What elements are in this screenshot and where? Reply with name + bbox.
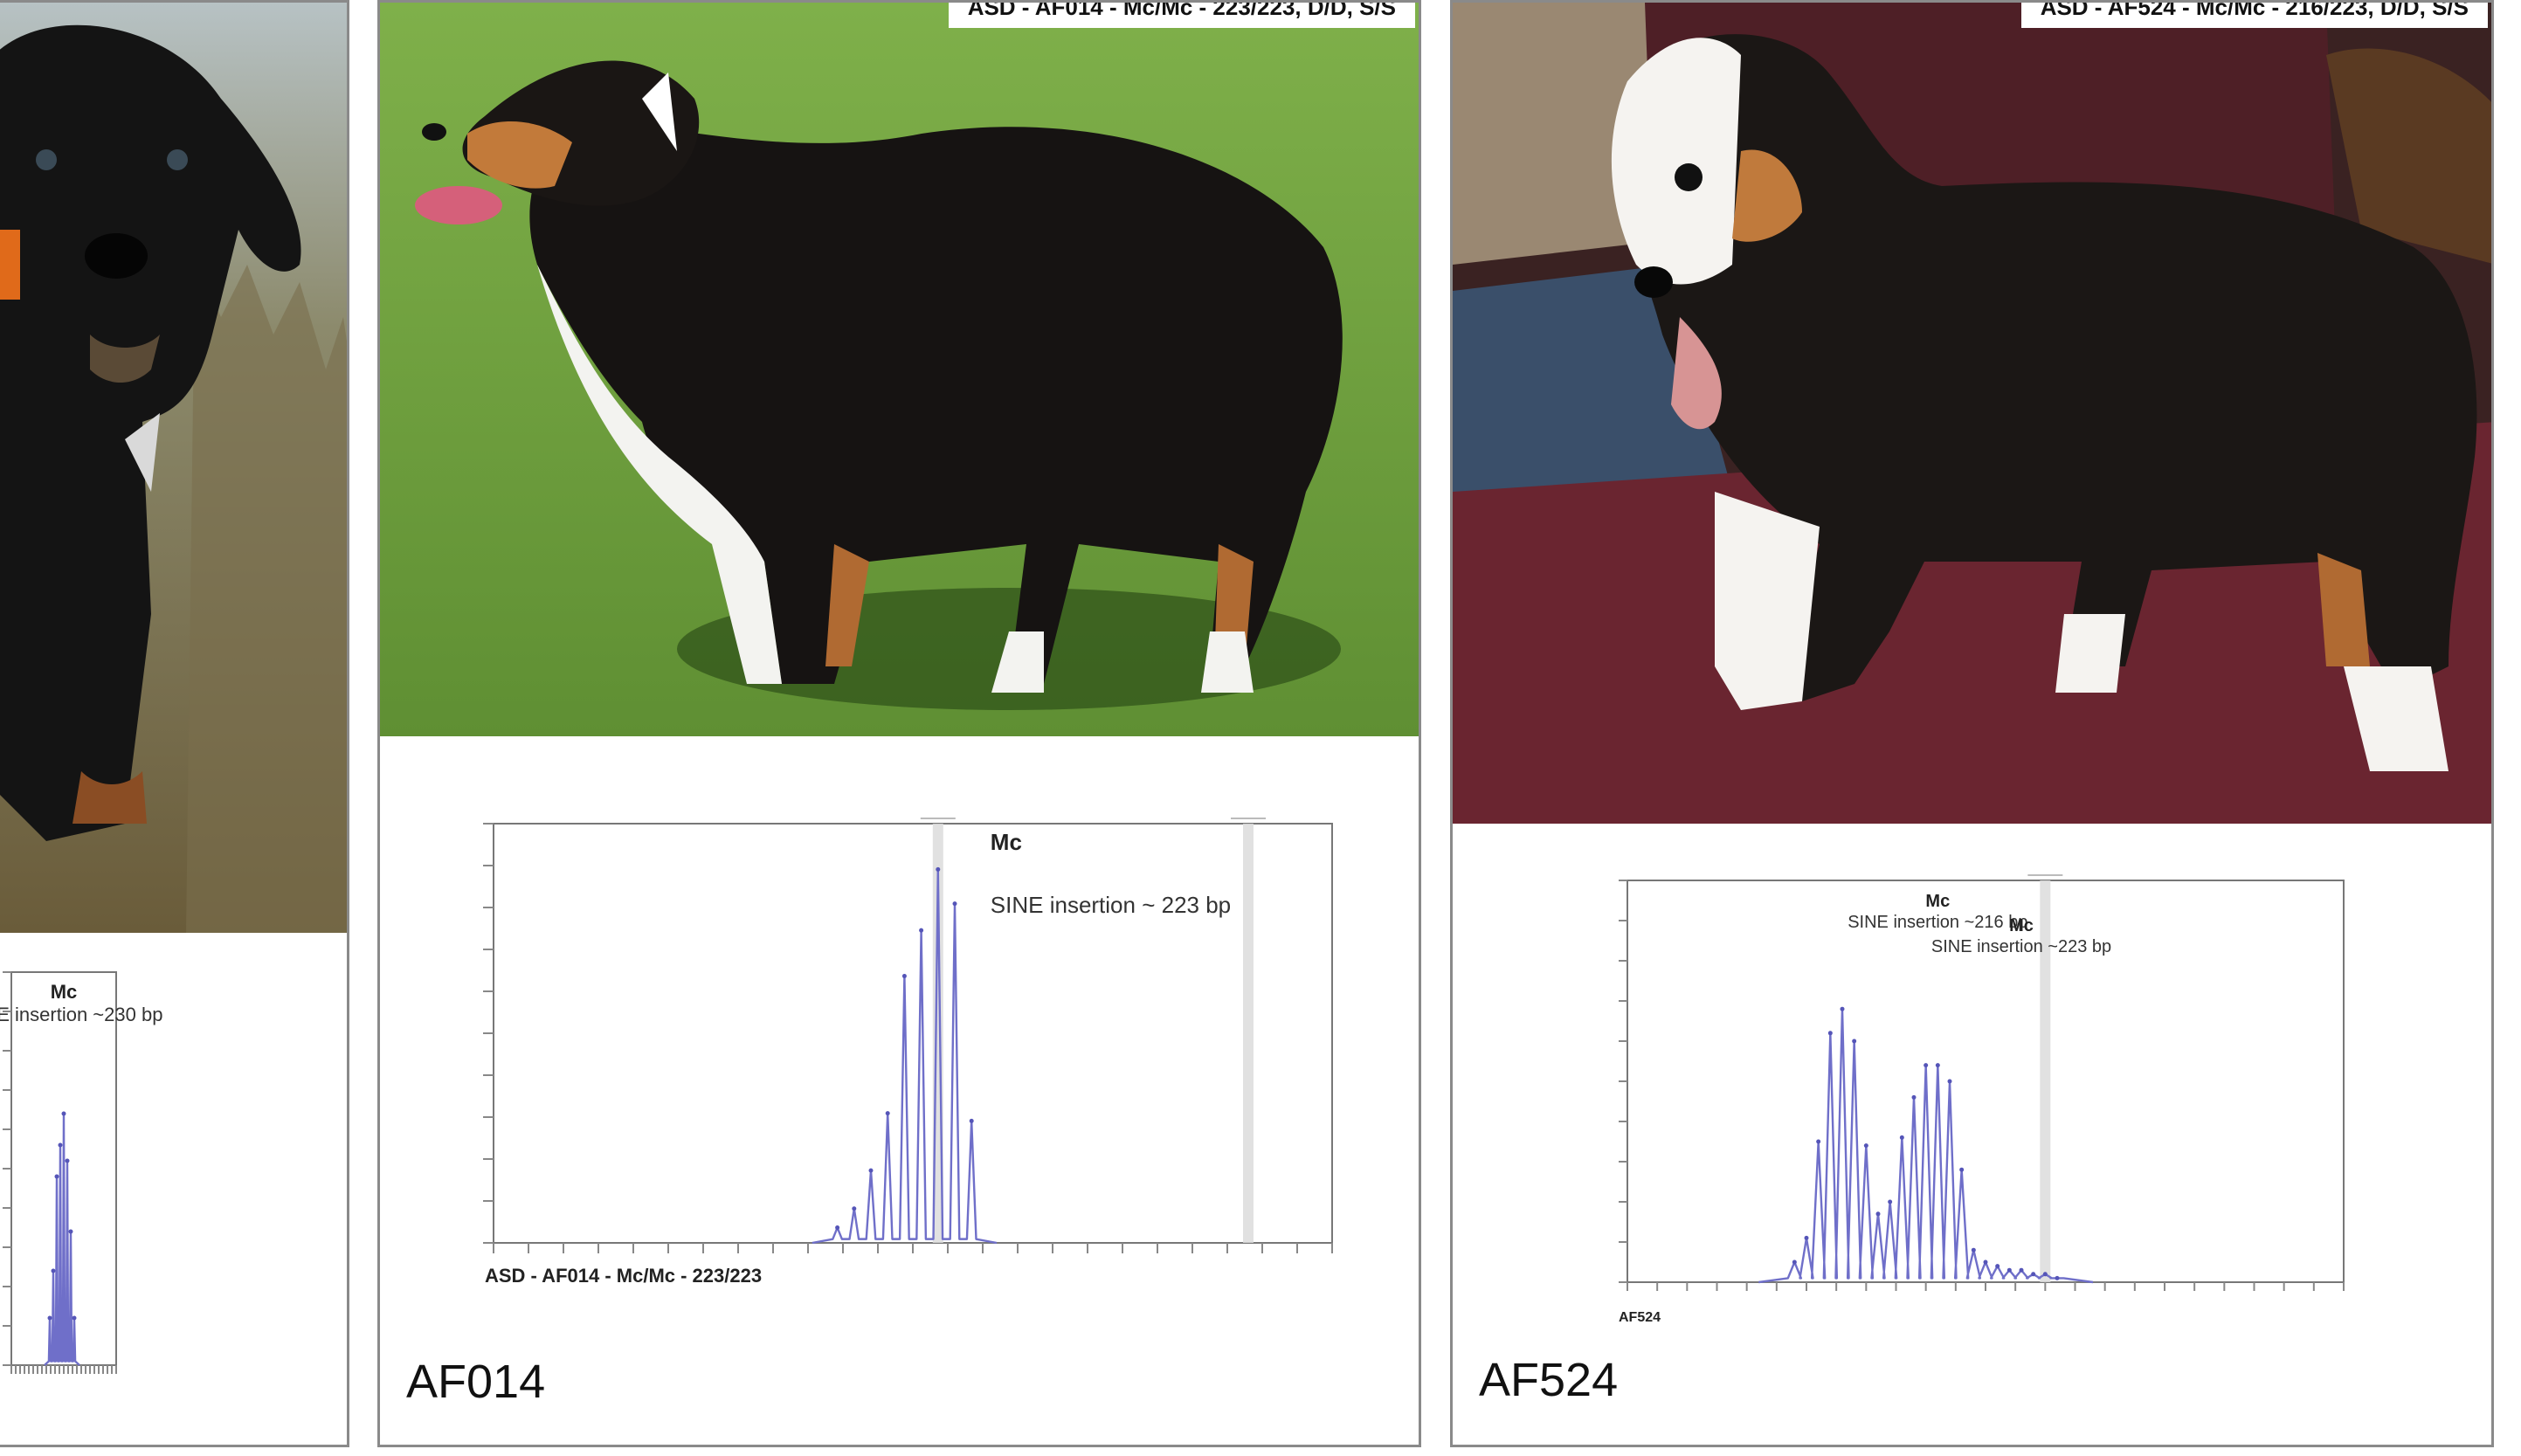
peak-point xyxy=(1875,1211,1881,1217)
peak-point xyxy=(1971,1247,1976,1252)
peak-point xyxy=(1792,1259,1797,1265)
peak-point xyxy=(1959,1167,1965,1172)
peak-point xyxy=(2006,1267,2012,1273)
peak-point xyxy=(1935,1063,1940,1068)
peak-point xyxy=(2042,1272,2048,1277)
peak-size-label: SINE insertion ~ 223 bp xyxy=(991,892,1231,918)
peak-point xyxy=(1827,1031,1833,1036)
peak-point xyxy=(1995,1264,2000,1269)
peak-allele-label: Mc xyxy=(51,981,78,1003)
peak-point xyxy=(58,1142,63,1148)
peak-point xyxy=(1816,1139,1821,1144)
photo-caption: ASD - AF014 - Mc/Mc - 223/223, D/D, S/S xyxy=(948,3,1415,28)
figure-panel-af524: ASD - AF524 - Mc/Mc - 216/223, D/D, S/S … xyxy=(1450,0,2494,1447)
peak-point xyxy=(852,1206,857,1211)
peak-point xyxy=(1924,1063,1929,1068)
peak-point xyxy=(1888,1199,1893,1204)
peak-point xyxy=(1911,1094,1917,1100)
peak-point xyxy=(47,1315,52,1321)
peak-allele-label: Mc xyxy=(2009,916,2034,935)
peak-trace xyxy=(44,1112,80,1366)
peak-point xyxy=(2019,1267,2024,1273)
sample-id-label: AF524 xyxy=(1479,1354,1619,1406)
peak-point xyxy=(885,1111,890,1116)
sample-id-label: AF014 xyxy=(406,1356,546,1408)
peak-point xyxy=(936,866,941,872)
peak-point xyxy=(2031,1272,2036,1277)
figure-panel-af014: ASD - AF014 - Mc/Mc - 223/223, D/D, S/S … xyxy=(377,0,1421,1447)
trace-sample-label: AF524 xyxy=(1619,1310,1661,1325)
trace-sample-label: ASD - AF014 - Mc/Mc - 223/223 xyxy=(485,1265,762,1287)
photo-caption: ASD - AF524 - Mc/Mc - 216/223, D/D, S/S xyxy=(2020,3,2488,28)
plot-frame xyxy=(493,823,1333,1244)
plot-frame xyxy=(1627,880,2345,1283)
peak-allele-label: Mc xyxy=(991,829,1022,855)
dog-photo-tricolor-puppy xyxy=(1453,3,2491,824)
peak-point xyxy=(1899,1135,1904,1140)
peak-point xyxy=(1804,1235,1809,1240)
peak-point xyxy=(835,1225,840,1231)
peak-point xyxy=(68,1229,73,1234)
peak-point xyxy=(952,901,957,907)
peak-point xyxy=(61,1111,66,1116)
peak-point xyxy=(1947,1079,1952,1084)
peak-size-label: SINE insertion ~223 bp xyxy=(1931,937,2111,956)
chart-af014: Mc SINE insertion ~ 223 bp ASD - AF014 - M… xyxy=(483,818,1333,1287)
peak-point xyxy=(54,1174,59,1179)
size-marker-band xyxy=(2040,880,2051,1282)
size-marker-band xyxy=(1243,824,1254,1243)
peak-point xyxy=(65,1158,70,1163)
peak-point xyxy=(2055,1275,2060,1280)
peak-point xyxy=(72,1315,77,1321)
peak-point xyxy=(1852,1039,1857,1044)
peak-point xyxy=(1983,1259,1988,1265)
peak-point xyxy=(919,928,924,933)
peak-size-label: SINE insertion ~230 bp xyxy=(0,1004,162,1025)
peak-point xyxy=(51,1268,56,1273)
peak-point xyxy=(868,1168,874,1173)
peak-point xyxy=(969,1118,974,1123)
peak-size-label: SINE insertion ~216 bp xyxy=(1848,913,2027,932)
dog-photo-tricolor-adult xyxy=(380,3,1419,736)
dog-photo-black-puppy xyxy=(0,3,347,933)
peak-point xyxy=(1863,1143,1868,1149)
peak-allele-label: Mc xyxy=(1925,892,1950,911)
peak-point xyxy=(901,974,907,979)
peak-point xyxy=(1840,1006,1845,1011)
